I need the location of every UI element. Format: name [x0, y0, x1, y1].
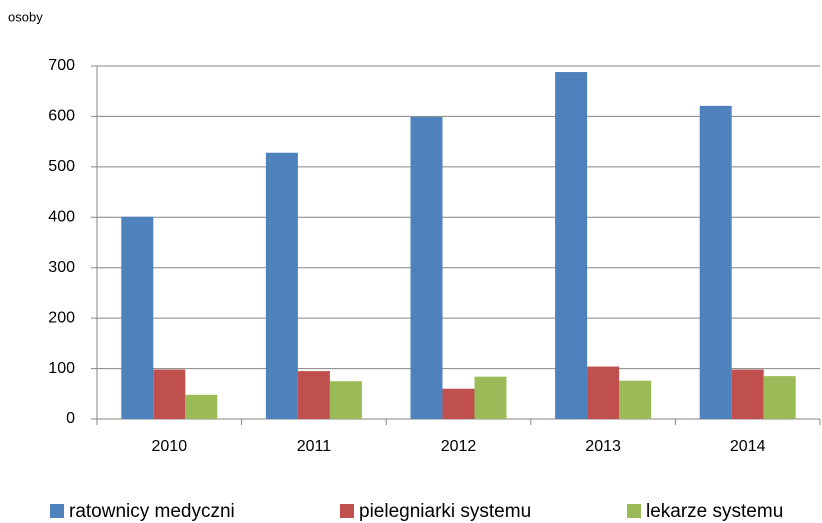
bar — [329, 381, 362, 419]
legend-swatch — [627, 504, 641, 518]
bar — [185, 394, 218, 419]
x-tick-label: 2014 — [730, 438, 766, 455]
y-tick-label: 300 — [48, 259, 75, 276]
bar — [731, 369, 764, 419]
y-tick-label: 200 — [48, 309, 75, 326]
bar — [474, 376, 507, 419]
bar — [699, 105, 732, 420]
y-tick-label: 600 — [48, 108, 75, 125]
bar — [619, 380, 652, 419]
y-tick-label: 0 — [66, 410, 75, 427]
legend-label: pielegniarki systemu — [359, 501, 531, 522]
bar — [410, 116, 443, 419]
legend-label: ratownicy medyczni — [69, 501, 235, 522]
legend-swatch — [50, 504, 64, 518]
bar — [442, 388, 475, 419]
bar — [587, 366, 620, 419]
y-tick-label: 400 — [48, 209, 75, 226]
y-tick-label: 700 — [48, 57, 75, 74]
x-tick-label: 2011 — [297, 438, 332, 455]
legend-label: lekarze systemu — [646, 501, 783, 522]
bar — [555, 72, 588, 420]
y-axis-label: osoby — [8, 9, 43, 24]
bar — [153, 369, 186, 419]
x-tick-label: 2012 — [441, 438, 477, 455]
x-tick-label: 2010 — [152, 438, 188, 455]
x-tick-label: 2013 — [585, 438, 621, 455]
bar — [763, 376, 796, 419]
legend-swatch — [340, 504, 354, 518]
bar — [297, 371, 330, 419]
bar — [265, 152, 298, 420]
y-tick-label: 500 — [48, 158, 75, 175]
y-tick-label: 100 — [48, 360, 75, 377]
bar — [121, 216, 154, 419]
